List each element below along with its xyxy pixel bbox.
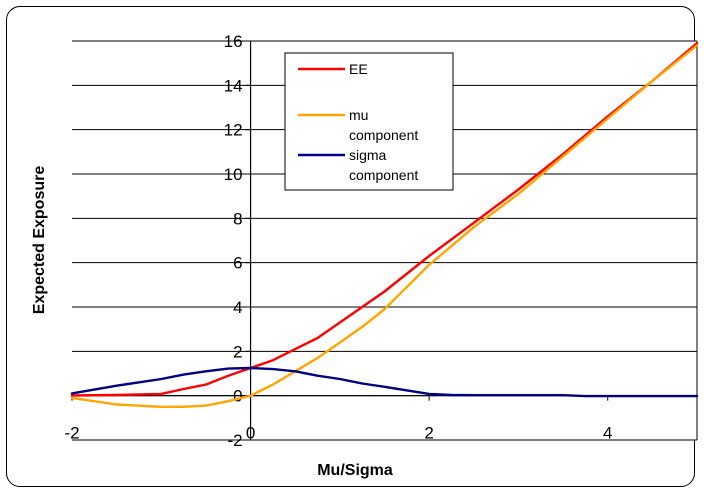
y-tick-label: 16 — [224, 32, 243, 51]
y-tick-labels: -2 0 2 4 6 8 10 12 14 16 — [224, 32, 243, 450]
series-lines — [70, 42, 699, 408]
y-axis-title: Expected Exposure — [31, 166, 48, 315]
y-tick-label: 12 — [224, 121, 243, 140]
x-tick-label: 4 — [603, 424, 612, 443]
legend-label: EE — [349, 61, 368, 77]
legend-label: component — [349, 127, 418, 143]
plot-border — [72, 40, 698, 440]
legend: EE mu component sigma component — [284, 52, 454, 191]
legend-box — [284, 52, 454, 191]
series-line-ee — [70, 42, 699, 397]
y-tick-label: 0 — [233, 387, 242, 406]
y-tick-label: 4 — [233, 298, 242, 317]
legend-label: component — [349, 167, 418, 183]
y-tick-label: -2 — [227, 431, 242, 450]
x-tick-label: 2 — [424, 424, 433, 443]
legend-label: mu — [349, 107, 368, 123]
x-tick-labels: -2 0 2 4 — [64, 424, 612, 443]
y-tick-label: 8 — [233, 209, 242, 228]
y-tick-label: 10 — [224, 165, 243, 184]
x-axis-title: Mu/Sigma — [317, 462, 393, 479]
x-tick-label: -2 — [64, 424, 79, 443]
y-tick-label: 6 — [233, 254, 242, 273]
y-tick-label: 14 — [224, 76, 243, 95]
series-line-sigma-component — [70, 366, 699, 398]
x-tick-label: 0 — [246, 424, 255, 443]
legend-label: sigma — [349, 147, 387, 163]
y-tick-label: 2 — [233, 342, 242, 361]
series-line-mu-component — [70, 44, 699, 408]
